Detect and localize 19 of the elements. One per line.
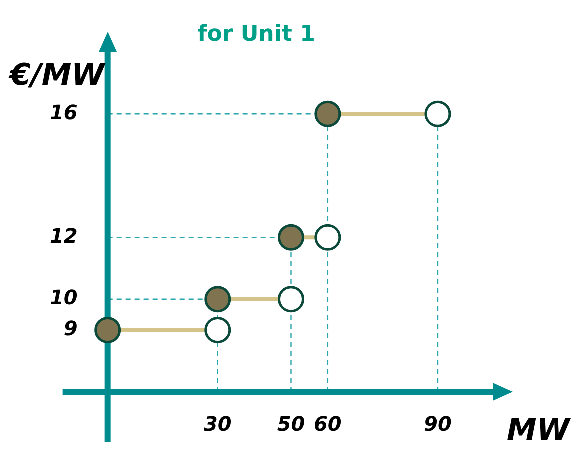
y-tick-label: 10: [50, 286, 78, 310]
point: [314, 224, 342, 251]
x-axis-title: MW: [507, 412, 572, 448]
point: [94, 317, 122, 344]
y-tick-label: 12: [50, 224, 78, 248]
x-tick-label: 30: [204, 412, 232, 436]
x-tick-label: 50: [277, 412, 306, 436]
y-tick-label: 9: [64, 316, 78, 340]
point: [204, 286, 232, 313]
point: [424, 100, 452, 128]
point: [204, 317, 232, 344]
y-tick-label: 16: [50, 100, 78, 124]
x-tick-label: 60: [314, 412, 342, 436]
chart-title: for Unit 1: [198, 22, 316, 47]
point: [314, 100, 342, 128]
y-axis-title: €/MW: [8, 58, 107, 94]
x-tick-label: 90: [424, 412, 452, 436]
point: [278, 286, 304, 313]
point: [278, 224, 304, 251]
